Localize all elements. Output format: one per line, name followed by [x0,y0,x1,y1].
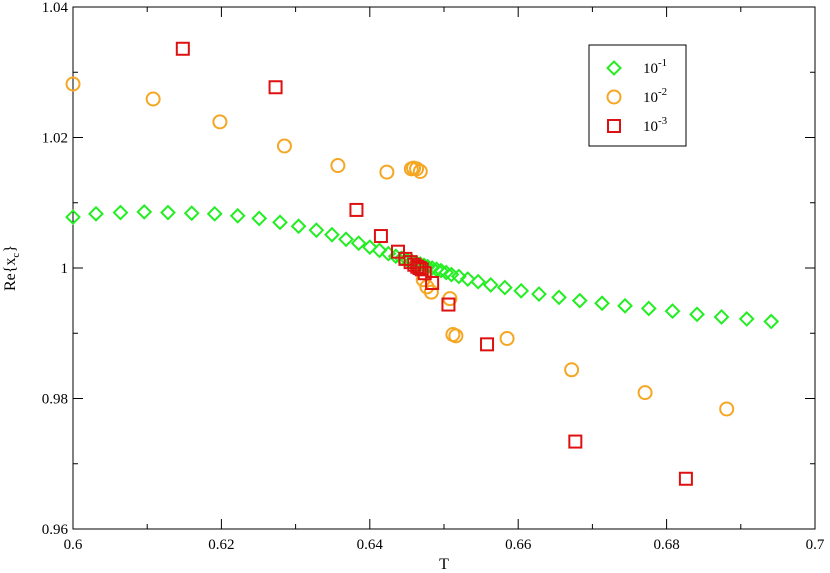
data-point-series-2 [276,138,292,154]
y-axis-label: Re{xc} [2,245,22,291]
legend: 10-1 10-2 10-3 [588,44,687,147]
data-point-series-3 [417,266,432,281]
data-point-series-1 [350,235,367,252]
data-point-series-1 [112,204,129,221]
data-point-series-2 [448,328,464,344]
data-point-series-1 [713,309,730,325]
y-tick-label: 1 [61,261,69,277]
y-tick-label: 0.98 [42,392,68,408]
data-point-series-3 [678,471,693,486]
legend-marker-2 [606,89,622,105]
data-point-series-1 [640,300,657,317]
x-tick-label: 0.64 [357,537,384,553]
data-point-series-3 [349,202,364,217]
y-tick-label: 1.02 [42,131,68,147]
legend-label-1: 10-1 [643,57,667,77]
data-point-series-1 [428,261,445,278]
data-point-series-3 [441,297,456,312]
x-tick-label: 0.66 [505,537,532,553]
data-point-series-1 [308,222,325,239]
data-point-series-3 [480,337,495,352]
legend-marker-1 [606,60,622,76]
data-points [65,41,780,486]
data-point-series-2 [65,76,81,92]
axis-ticks: 0.6 0.62 0.64 0.66 0.68 0.7 0.96 0.98 1 1.02 1.04 [42,0,825,553]
data-point-series-1 [617,297,633,314]
data-point-series-1 [251,210,268,227]
data-point-series-2 [499,330,515,346]
data-point-series-1 [459,271,476,288]
data-point-series-2 [637,385,653,401]
data-point-series-1 [664,303,681,319]
legend-box [588,44,687,147]
x-tick-label: 0.62 [208,537,234,553]
data-point-series-1 [229,207,246,224]
data-point-series-1 [272,214,288,231]
data-point-series-1 [88,205,104,222]
data-point-series-2 [409,161,425,177]
data-point-series-2 [564,362,580,378]
data-point-series-2 [145,91,161,107]
data-point-series-1 [594,295,610,312]
data-point-series-1 [338,231,354,248]
y-axis-label-close: } [2,245,19,253]
x-tick-label: 0.7 [806,537,825,553]
data-point-series-1 [763,313,780,330]
y-axis-label-sub: c [10,253,22,258]
data-point-series-3 [425,276,440,291]
legend-label-3: 10-3 [643,115,668,135]
data-point-series-1 [551,289,567,306]
data-point-series-1 [513,282,530,299]
data-point-series-3 [268,80,283,95]
data-point-series-2 [330,158,346,174]
data-point-series-1 [470,273,487,290]
x-axis-label: T [439,556,449,573]
data-point-series-1 [136,203,153,220]
data-point-series-1 [482,277,499,293]
data-point-series-1 [531,286,547,303]
data-point-series-3 [373,229,388,244]
data-point-series-1 [438,264,455,281]
data-point-series-3 [414,262,429,277]
legend-marker-3 [607,119,621,133]
data-point-series-2 [379,164,395,180]
data-point-series-2 [212,114,228,130]
data-point-series-1 [324,226,340,243]
x-tick-label: 0.68 [653,537,679,553]
data-point-series-2 [423,284,439,300]
data-point-series-1 [183,205,200,222]
y-tick-label: 0.96 [42,522,69,538]
data-point-series-1 [290,218,307,235]
data-point-series-1 [433,262,449,279]
data-point-series-1 [371,242,388,259]
data-point-series-1 [65,209,81,226]
data-point-series-3 [390,244,405,259]
data-point-series-2 [412,163,428,179]
x-tick-label: 0.6 [64,537,83,553]
svg-text:Re{xc}: Re{xc} [2,245,22,291]
y-axis-label-main: Re{x [2,258,19,291]
data-point-series-3 [568,434,583,449]
data-point-series-1 [571,292,588,309]
data-point-series-3 [175,41,190,56]
data-point-series-1 [689,306,705,323]
y-tick-label: 1.04 [42,0,69,16]
data-point-series-1 [738,310,755,327]
data-point-series-1 [496,279,513,296]
data-point-series-1 [450,268,467,285]
data-point-series-1 [206,205,223,222]
data-point-series-1 [160,204,176,221]
legend-label-2: 10-2 [643,86,667,106]
data-point-series-1 [361,239,378,256]
data-point-series-2 [719,401,735,417]
